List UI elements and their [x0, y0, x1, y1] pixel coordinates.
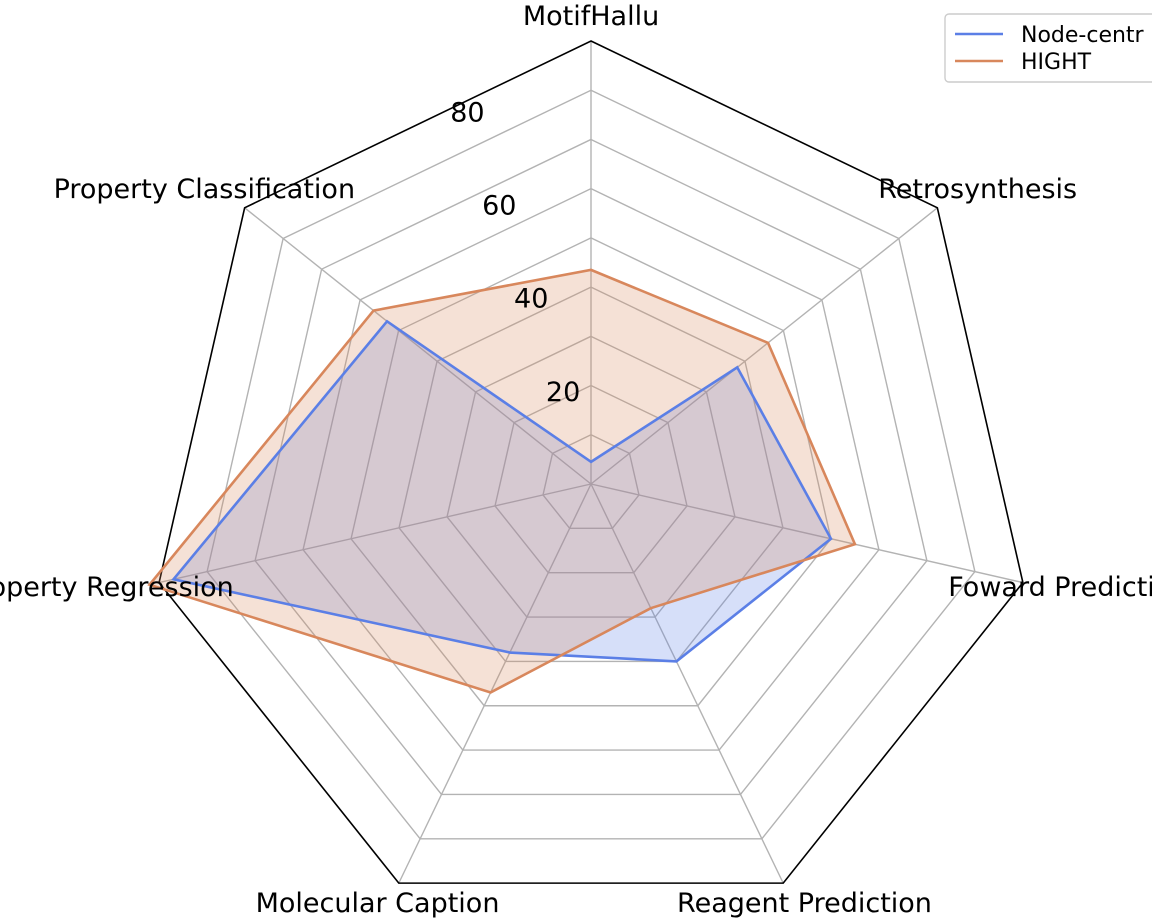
radial-tick-label: 40	[514, 284, 548, 315]
legend-label: Node-centr	[1021, 23, 1145, 48]
series-line-1	[147, 268, 857, 694]
series-fill-0	[173, 321, 831, 662]
series-line-0	[171, 319, 833, 663]
axis-label: Retrosynthesis	[878, 174, 1077, 205]
legend-box	[944, 13, 1152, 83]
grid-spoke	[590, 483, 1024, 584]
radial-tick-label: 80	[450, 97, 484, 128]
axis-label: Property Regression	[0, 572, 234, 603]
grid-ring	[206, 89, 976, 840]
radial-tick-label: 20	[546, 377, 580, 408]
grid-layer	[158, 40, 1024, 884]
radial-tick-label: 60	[482, 191, 516, 222]
grid-spoke	[158, 483, 592, 584]
grid-ring	[494, 384, 688, 574]
grid-spoke	[590, 483, 784, 884]
series-fill-1	[149, 269, 855, 693]
grid-ring	[350, 237, 832, 707]
grid-ring	[302, 187, 880, 751]
outer-frame	[158, 40, 1024, 884]
series-layer	[147, 268, 857, 694]
axis-label: Property Classification	[54, 174, 355, 205]
grid-ring	[542, 434, 640, 530]
grid-spoke	[590, 207, 938, 485]
axis-label: Reagent Prediction	[677, 888, 932, 919]
axis-label: Molecular Caption	[256, 888, 500, 919]
grid-ring	[446, 335, 736, 618]
grid-ring	[254, 138, 928, 796]
axis-label: Foward Prediction	[948, 572, 1152, 603]
axis-label: MotifHallu	[523, 1, 659, 32]
grid-ring	[398, 286, 784, 663]
legend-label: HIGHT	[1021, 50, 1092, 75]
grid-spoke	[244, 207, 592, 485]
grid-spoke	[398, 483, 592, 884]
